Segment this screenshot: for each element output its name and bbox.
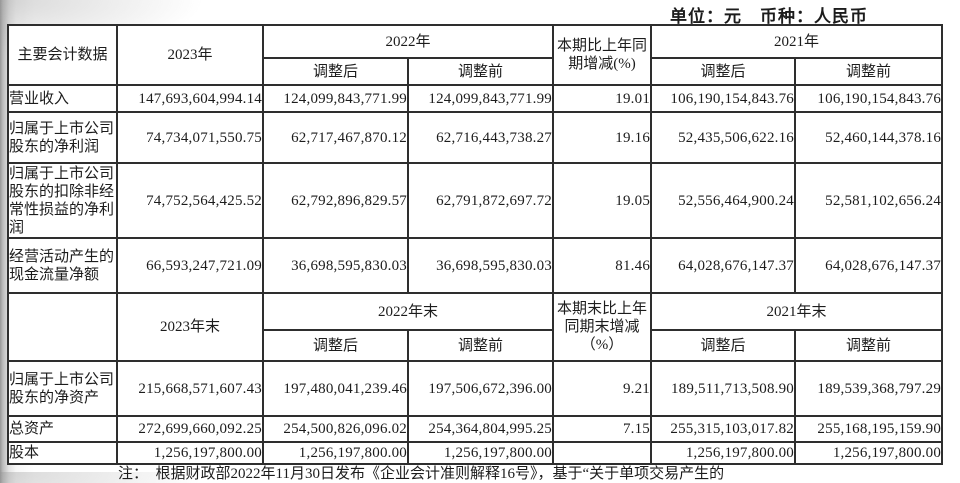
value-2021-adjusted: 189,511,713,508.90 bbox=[650, 360, 797, 417]
unit-currency-note: 单位：元 币种：人民币 bbox=[670, 7, 868, 26]
value-2022-original: 36,698,595,830.03 bbox=[406, 237, 555, 294]
table-row: 营业收入 147,693,604,994.14 124,099,843,771.… bbox=[7, 84, 944, 113]
value-2022-adjusted: 62,717,467,870.12 bbox=[262, 111, 409, 164]
financial-report-page: 单位：元 币种：人民币 主要会计数据 2023年 2022年 本期比上年同期增减… bbox=[7, 7, 944, 482]
value-2022-adjusted: 124,099,843,771.99 bbox=[262, 84, 409, 113]
metric-label: 归属于上市公司股东的净资产 bbox=[7, 360, 118, 417]
metric-label: 股本 bbox=[7, 441, 118, 465]
subheader-adjusted-after: 调整后 bbox=[650, 57, 797, 86]
subheader-adjusted-before: 调整前 bbox=[406, 329, 555, 362]
table-row: 主要会计数据 2023年 2022年 本期比上年同期增减(%) 2021年 bbox=[7, 24, 944, 86]
change-percent: 81.46 bbox=[552, 237, 653, 294]
metric-label: 经营活动产生的现金流量净额 bbox=[7, 237, 118, 294]
metric-label: 总资产 bbox=[7, 415, 118, 443]
header-change-percent: 本期比上年同期增减(%) bbox=[552, 24, 653, 86]
value-2022-original: 1,256,197,800.00 bbox=[406, 441, 555, 465]
value-2021-adjusted: 64,028,676,147.37 bbox=[650, 237, 797, 294]
change-percent bbox=[552, 441, 653, 465]
header-2022: 2022年 bbox=[261, 24, 555, 59]
subheader-adjusted-after: 调整后 bbox=[262, 329, 409, 362]
change-percent: 19.05 bbox=[552, 162, 653, 239]
value-2023: 272,699,660,092.25 bbox=[116, 415, 264, 443]
value-2021-original: 255,168,195,159.90 bbox=[794, 415, 944, 443]
value-2022-adjusted: 254,500,826,096.02 bbox=[262, 415, 409, 443]
value-2022-original: 254,364,804,995.25 bbox=[406, 415, 555, 443]
subheader-adjusted-before: 调整前 bbox=[794, 329, 944, 362]
change-percent: 19.01 bbox=[552, 84, 653, 113]
value-2021-original: 1,256,197,800.00 bbox=[794, 441, 944, 465]
subheader-adjusted-before: 调整前 bbox=[406, 57, 555, 86]
value-2022-adjusted: 197,480,041,239.46 bbox=[262, 360, 409, 417]
table-row: 归属于上市公司股东的净资产 215,668,571,607.43 197,480… bbox=[7, 360, 944, 417]
value-2021-adjusted: 52,435,506,622.16 bbox=[650, 111, 797, 164]
change-percent: 9.21 bbox=[552, 360, 653, 417]
header-2023: 2023年 bbox=[116, 24, 264, 86]
metric-label: 归属于上市公司股东的净利润 bbox=[7, 111, 118, 164]
value-2022-original: 197,506,672,396.00 bbox=[406, 360, 555, 417]
value-2022-adjusted: 36,698,595,830.03 bbox=[262, 237, 409, 294]
header-end-change-percent: 本期末比上年同期末增减（%） bbox=[552, 292, 653, 362]
table-row: 归属于上市公司股东的净利润 74,734,071,550.75 62,717,4… bbox=[7, 111, 944, 164]
value-2021-adjusted: 255,315,103,017.82 bbox=[650, 415, 797, 443]
table-row: 经营活动产生的现金流量净额 66,593,247,721.09 36,698,5… bbox=[7, 237, 944, 294]
value-2021-original: 106,190,154,843.76 bbox=[794, 84, 944, 113]
metric-label: 营业收入 bbox=[7, 84, 118, 113]
table-row: 归属于上市公司股东的扣除非经常性损益的净利润 74,752,564,425.52… bbox=[7, 162, 944, 239]
table-row: 调整后 调整前 调整后 调整前 bbox=[8, 57, 944, 86]
corner-header: 主要会计数据 bbox=[7, 24, 118, 86]
value-2021-original: 52,581,102,656.24 bbox=[794, 162, 944, 239]
table-row: 调整后 调整前 调整后 调整前 bbox=[8, 329, 944, 362]
subheader-adjusted-after: 调整后 bbox=[650, 329, 797, 362]
value-2023: 1,256,197,800.00 bbox=[116, 441, 264, 465]
header-2021: 2021年 bbox=[650, 24, 944, 59]
subheader-adjusted-before: 调整前 bbox=[794, 57, 944, 86]
key-accounting-data-table: 主要会计数据 2023年 2022年 本期比上年同期增减(%) 2021年 调整… bbox=[7, 24, 944, 465]
value-2023: 147,693,604,994.14 bbox=[116, 84, 264, 113]
corner-header-empty bbox=[7, 292, 118, 362]
footnote-clipped: 注： 根据财政部2022年11月30日发布《企业会计准则解释16号》，基于“关于… bbox=[118, 466, 725, 482]
value-2023: 74,734,071,550.75 bbox=[116, 111, 264, 164]
header-2021-end: 2021年末 bbox=[650, 292, 944, 331]
value-2022-original: 124,099,843,771.99 bbox=[406, 84, 555, 113]
header-2023-end: 2023年末 bbox=[116, 292, 264, 362]
value-2021-adjusted: 1,256,197,800.00 bbox=[650, 441, 797, 465]
value-2022-original: 62,791,872,697.72 bbox=[406, 162, 555, 239]
value-2021-original: 189,539,368,797.29 bbox=[794, 360, 944, 417]
table-row: 总资产 272,699,660,092.25 254,500,826,096.0… bbox=[7, 415, 944, 443]
value-2021-original: 52,460,144,378.16 bbox=[794, 111, 944, 164]
change-percent: 7.15 bbox=[552, 415, 653, 443]
value-2022-adjusted: 1,256,197,800.00 bbox=[262, 441, 409, 465]
value-2023: 66,593,247,721.09 bbox=[116, 237, 264, 294]
value-2021-adjusted: 106,190,154,843.76 bbox=[650, 84, 797, 113]
value-2021-original: 64,028,676,147.37 bbox=[794, 237, 944, 294]
change-percent: 19.16 bbox=[552, 111, 653, 164]
subheader-adjusted-after: 调整后 bbox=[262, 57, 409, 86]
table-row: 股本 1,256,197,800.00 1,256,197,800.00 1,2… bbox=[7, 441, 944, 465]
table-row: 2023年末 2022年末 本期末比上年同期末增减（%） 2021年末 bbox=[7, 292, 944, 362]
header-2022-end: 2022年末 bbox=[261, 292, 555, 331]
value-2022-original: 62,716,443,738.27 bbox=[406, 111, 555, 164]
value-2023: 74,752,564,425.52 bbox=[116, 162, 264, 239]
value-2022-adjusted: 62,792,896,829.57 bbox=[262, 162, 409, 239]
metric-label: 归属于上市公司股东的扣除非经常性损益的净利润 bbox=[7, 162, 118, 239]
value-2023: 215,668,571,607.43 bbox=[116, 360, 264, 417]
value-2021-adjusted: 52,556,464,900.24 bbox=[650, 162, 797, 239]
